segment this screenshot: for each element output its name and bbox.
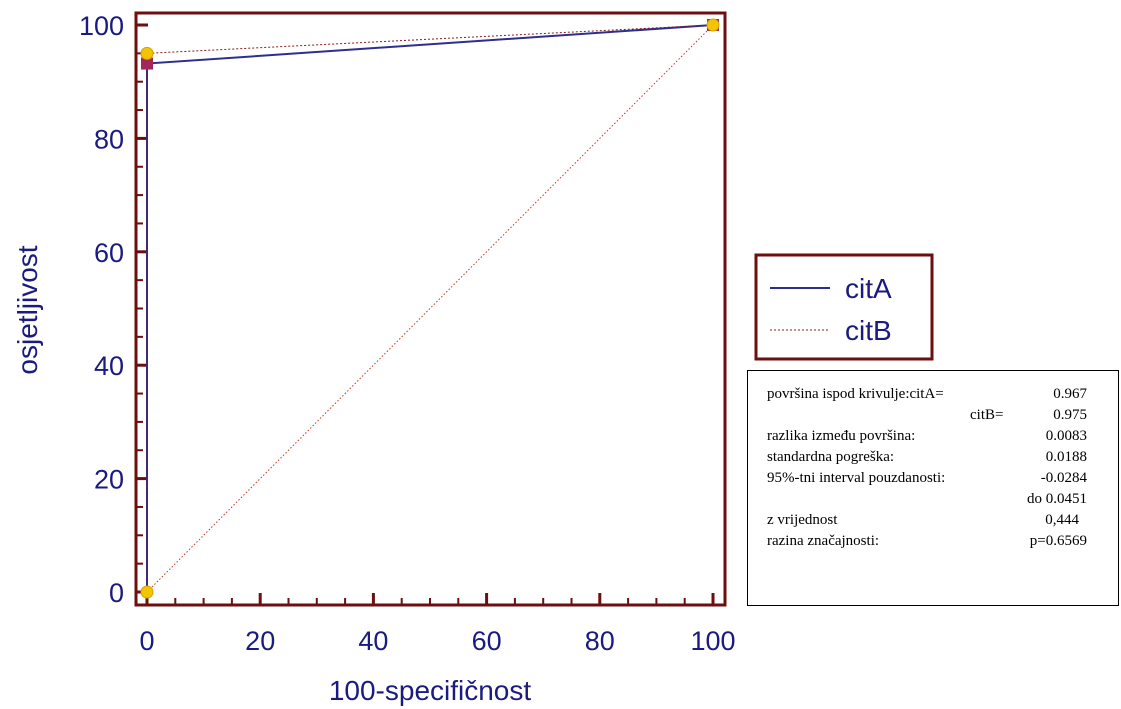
stats-value: do 0.0451 — [1027, 491, 1087, 507]
stats-row: citB= 0.975 — [767, 406, 1107, 425]
series-line-citb — [146, 24, 714, 592]
y-tick-label: 80 — [94, 124, 124, 154]
x-tick-label: 0 — [139, 626, 154, 656]
stats-value: 0.0188 — [1045, 449, 1087, 465]
stats-label: 95%-tni interval pouzdanosti: — [767, 470, 946, 486]
legend-label-citb: citB — [845, 315, 892, 346]
statistics-box: površina ispod krivulje:citA= 0.967 citB=… — [747, 370, 1119, 606]
x-tick-label: 80 — [585, 626, 615, 656]
stats-label: standardna pogreška: — [767, 449, 895, 465]
axis-ticks-layer — [136, 23, 715, 605]
stats-row: 95%-tni interval pouzdanosti: -0.0284 — [767, 469, 1107, 488]
plot-frame — [134, 11, 727, 607]
y-tick-label: 60 — [94, 238, 124, 268]
x-tick-label: 40 — [358, 626, 388, 656]
stats-value: 0.0083 — [1045, 428, 1087, 444]
stats-row: z vrijednost 0,444 — [767, 511, 1107, 530]
stats-row: razina značajnosti: p=0.6569 — [767, 532, 1107, 551]
y-axis-title: osjetljivost — [12, 245, 43, 374]
reference-diagonal-line — [146, 24, 714, 593]
tick-label-layer: 0 20 40 60 80 100 0 20 40 60 80 100 — [79, 11, 736, 656]
stats-label: razlika između površina: — [767, 428, 916, 444]
stats-label: površina ispod krivulje:citA= — [767, 386, 944, 402]
stats-value: p=0.6569 — [1029, 533, 1087, 549]
legend-box — [754, 253, 934, 361]
stats-row: razlika između površina: 0.0083 — [767, 427, 1107, 446]
stats-row: standardna pogreška: 0.0188 — [767, 448, 1107, 467]
y-tick-label: 0 — [109, 578, 124, 608]
x-tick-label: 60 — [472, 626, 502, 656]
stats-value: 0.975 — [1053, 407, 1087, 423]
x-tick-label: 100 — [690, 626, 735, 656]
marker-citb — [140, 46, 154, 60]
marker-cita — [141, 57, 153, 70]
marker-citb — [706, 18, 720, 32]
y-tick-label: 20 — [94, 465, 124, 495]
legend-label-cita: citA — [845, 273, 892, 304]
y-tick-label: 40 — [94, 351, 124, 381]
reference-line-layer — [146, 24, 714, 593]
stats-value: -0.0284 — [1040, 470, 1087, 486]
x-tick-label: 20 — [245, 626, 275, 656]
stats-label: z vrijednost — [767, 512, 838, 528]
stats-row: do 0.0451 — [767, 490, 1107, 509]
stats-row: površina ispod krivulje:citA= 0.967 — [767, 385, 1107, 404]
stats-value: 0.967 — [1053, 386, 1087, 402]
legend: citA citB — [754, 253, 934, 361]
stats-label: citB= — [970, 407, 1004, 423]
marker-citb — [140, 585, 154, 599]
stats-label: razina značajnosti: — [767, 533, 880, 549]
y-tick-label: 100 — [79, 11, 124, 41]
marker-layer — [140, 18, 720, 599]
stats-value: 0,444 — [1045, 512, 1079, 528]
x-axis-title: 100-specifičnost — [329, 675, 532, 706]
